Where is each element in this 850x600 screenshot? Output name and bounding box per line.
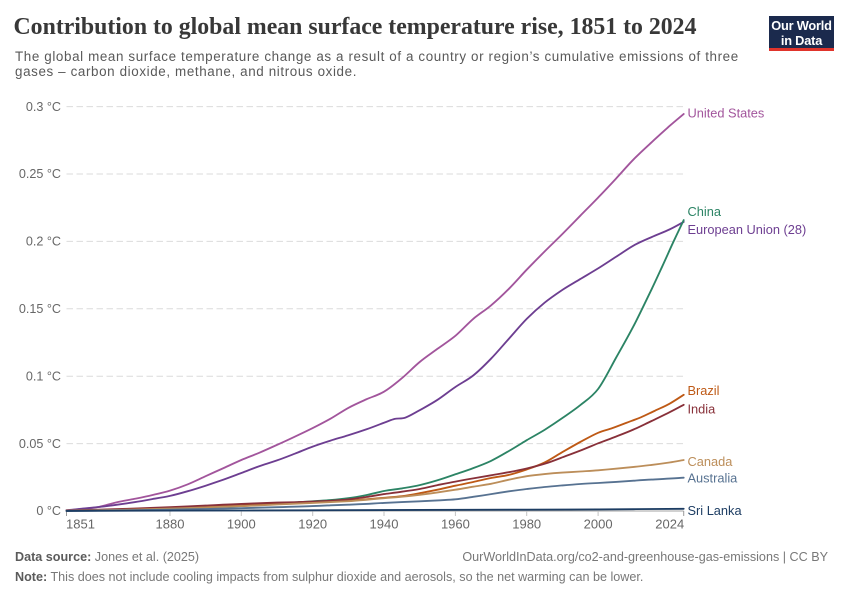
- svg-text:Brazil: Brazil: [688, 383, 720, 398]
- svg-text:2000: 2000: [584, 517, 613, 532]
- svg-text:1980: 1980: [512, 517, 541, 532]
- svg-text:Australia: Australia: [688, 470, 739, 485]
- svg-text:Sri Lanka: Sri Lanka: [688, 503, 743, 518]
- svg-text:1900: 1900: [227, 517, 256, 532]
- svg-text:0.15 °C: 0.15 °C: [19, 302, 61, 316]
- svg-text:Canada: Canada: [688, 454, 734, 469]
- svg-text:1851: 1851: [66, 517, 95, 532]
- svg-text:0.1 °C: 0.1 °C: [26, 369, 61, 383]
- svg-text:China: China: [688, 204, 722, 219]
- svg-text:0.25 °C: 0.25 °C: [19, 167, 61, 181]
- svg-text:United States: United States: [688, 106, 765, 121]
- svg-text:India: India: [688, 401, 717, 416]
- svg-text:1960: 1960: [441, 517, 470, 532]
- svg-text:2024: 2024: [655, 517, 684, 532]
- svg-text:1880: 1880: [156, 517, 185, 532]
- svg-text:0.05 °C: 0.05 °C: [19, 437, 61, 451]
- svg-text:European Union (28): European Union (28): [688, 222, 807, 237]
- svg-text:0.2 °C: 0.2 °C: [26, 235, 61, 249]
- svg-text:1940: 1940: [370, 517, 399, 532]
- svg-text:1920: 1920: [298, 517, 327, 532]
- svg-text:0 °C: 0 °C: [36, 504, 61, 518]
- svg-text:0.3 °C: 0.3 °C: [26, 100, 61, 114]
